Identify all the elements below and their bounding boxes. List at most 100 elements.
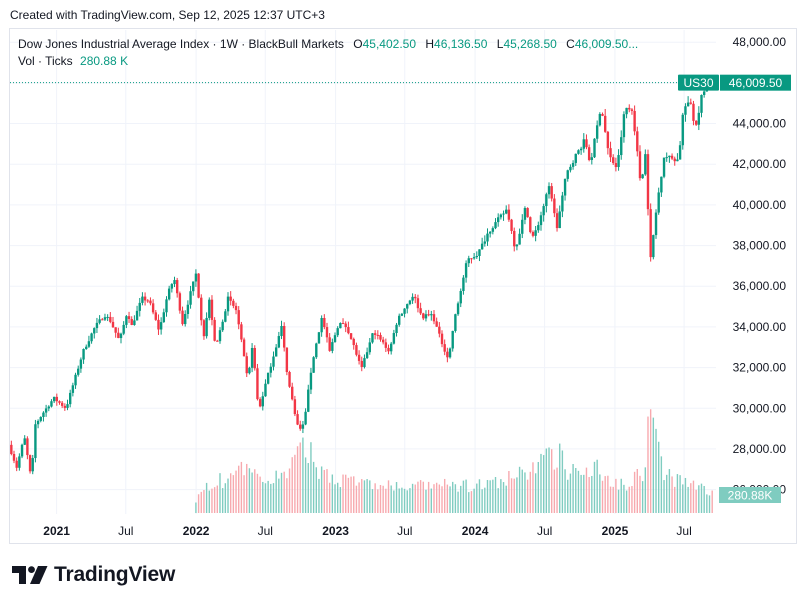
candle-body — [577, 150, 580, 154]
candle-body — [218, 330, 222, 342]
candle-body — [652, 235, 655, 258]
candle-body — [315, 343, 318, 358]
x-axis: 2021 Jul 2022 Jul 2023 Jul 2024 Jul 2025 Jul — [43, 524, 692, 538]
candle-body — [395, 324, 398, 334]
legend-open-label: O — [353, 37, 363, 51]
legend-volume-value: 280.88 K — [80, 54, 129, 68]
tradingview-logo[interactable]: TradingView — [12, 563, 175, 587]
candle-body — [486, 233, 489, 242]
candle-body — [459, 290, 462, 304]
tradingview-logo-icon — [12, 566, 48, 584]
y-tick-label: 30,000.00 — [733, 401, 787, 415]
x-tick-label: Jul — [118, 524, 133, 538]
legend-volume-label: Vol · Ticks — [18, 54, 73, 68]
candle-body — [550, 186, 553, 199]
candle-body — [438, 326, 441, 334]
candle-body — [360, 360, 363, 367]
candle-body — [384, 342, 388, 348]
candle-body — [186, 304, 190, 314]
candle-body — [606, 131, 610, 149]
candle-body — [232, 300, 235, 306]
candle-body — [502, 213, 505, 215]
x-tick-label: 2023 — [322, 524, 349, 538]
candle-body — [526, 208, 529, 218]
candle-body — [686, 102, 690, 107]
candle-body — [55, 396, 59, 402]
candle-body — [151, 303, 155, 313]
candles — [10, 75, 714, 475]
legend-low-label: L — [496, 37, 504, 51]
candle-body — [274, 347, 278, 357]
candle-body — [143, 296, 147, 301]
candle-body — [507, 209, 511, 220]
candle-body — [114, 327, 117, 333]
candle-body — [644, 154, 647, 175]
candle-body — [579, 148, 583, 151]
candle-body — [537, 225, 540, 231]
candle-body — [558, 211, 561, 229]
candle-body — [210, 299, 214, 320]
candle-body — [221, 321, 224, 331]
candle-body — [603, 115, 607, 132]
candle-body — [620, 137, 623, 156]
candle-body — [269, 366, 273, 373]
candle-body — [694, 120, 698, 125]
candle-body — [90, 333, 93, 342]
candle-body — [245, 356, 248, 374]
candle-body — [10, 444, 13, 455]
candle-body — [612, 157, 615, 164]
volume-tag-label: 280.88K — [728, 489, 773, 503]
candle-body — [499, 214, 503, 218]
candle-body — [505, 209, 508, 214]
candle-body — [416, 298, 420, 309]
candle-body — [657, 192, 660, 213]
candle-body — [331, 342, 334, 351]
candle-body — [373, 333, 377, 335]
price-tag-bg — [720, 74, 791, 91]
candle-body — [595, 125, 599, 139]
y-tick-label: 38,000.00 — [733, 239, 787, 253]
candle-body — [323, 317, 326, 328]
candle-body — [633, 110, 636, 132]
candle-body — [448, 348, 452, 358]
candle-body — [170, 284, 174, 289]
candle-body — [229, 296, 232, 301]
x-tick-label: 2021 — [43, 524, 70, 538]
symbol-tag-bg — [678, 74, 719, 91]
y-tick-label: 34,000.00 — [733, 320, 787, 334]
candle-body — [282, 326, 286, 348]
candle-body — [697, 112, 701, 125]
candle-body — [317, 332, 321, 344]
candle-body — [349, 333, 353, 339]
candle-body — [194, 273, 198, 282]
candle-body — [352, 338, 355, 346]
candle-body — [272, 356, 275, 367]
candle-body — [119, 333, 123, 339]
candle-body — [692, 103, 695, 121]
legend-low-value: 45,268.50 — [503, 37, 557, 51]
candle-body — [146, 300, 149, 302]
y-tick-label: 42,000.00 — [733, 157, 787, 171]
candle-body — [593, 138, 596, 158]
candle-body — [419, 308, 422, 314]
candle-body — [39, 416, 42, 421]
candle-body — [574, 153, 577, 163]
legend-close-value: 46,009.50... — [574, 37, 639, 51]
candle-body — [175, 280, 179, 294]
candle-body — [208, 299, 211, 318]
candle-body — [109, 316, 112, 322]
candle-body — [226, 296, 230, 312]
candle-body — [135, 310, 139, 321]
candle-body — [261, 396, 264, 407]
candle-body — [205, 317, 208, 337]
candle-body — [467, 258, 470, 264]
last-volume-tag: 280.88K — [719, 487, 781, 503]
candle-body — [398, 315, 401, 325]
candle-body — [681, 114, 684, 146]
y-tick-label: 44,000.00 — [733, 117, 787, 131]
candle-body — [307, 389, 310, 412]
brand-name: TradingView — [54, 563, 176, 586]
candle-body — [213, 319, 216, 341]
candle-body — [684, 106, 687, 115]
